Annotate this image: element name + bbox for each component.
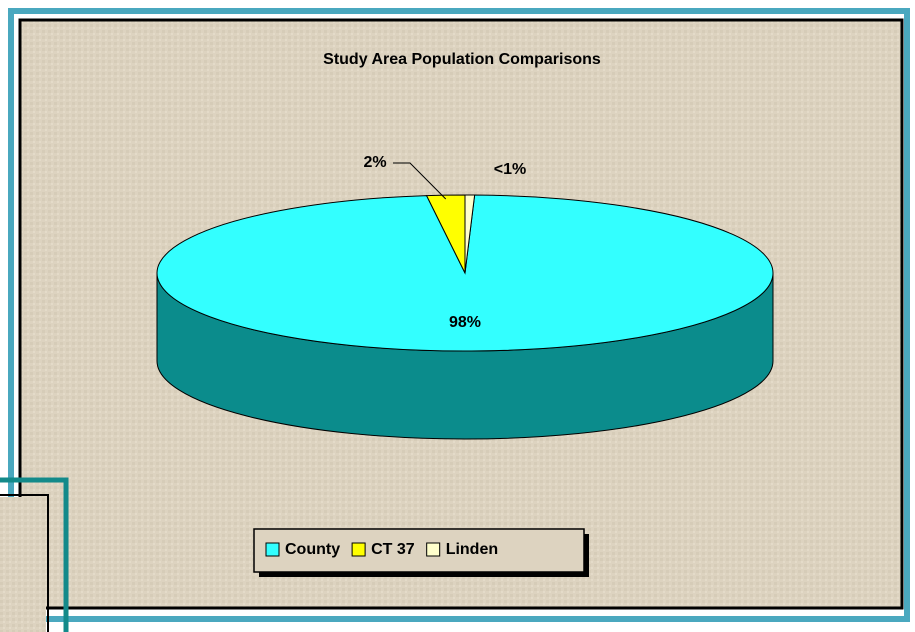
data-label: 2%	[363, 154, 386, 171]
chart-title: Study Area Population Comparisons	[323, 51, 601, 68]
data-label: 98%	[449, 314, 481, 331]
corner-fill	[0, 497, 46, 632]
legend-swatch	[351, 542, 366, 557]
legend-label: Linden	[446, 541, 498, 558]
legend-label: County	[285, 541, 340, 558]
outer-frame	[8, 8, 910, 622]
leader-line	[393, 162, 447, 200]
pie: 98% 2% <1%	[156, 154, 774, 440]
corner-line	[0, 494, 49, 632]
legend-label: CT 37	[371, 541, 415, 558]
legend: County CT 37 Linden	[253, 528, 589, 577]
corner-frame	[0, 477, 69, 632]
legend-box	[253, 528, 585, 573]
data-label: <1%	[494, 161, 526, 178]
legend-swatch	[265, 542, 280, 557]
legend-swatch	[426, 542, 441, 557]
pie-slice	[464, 194, 476, 274]
